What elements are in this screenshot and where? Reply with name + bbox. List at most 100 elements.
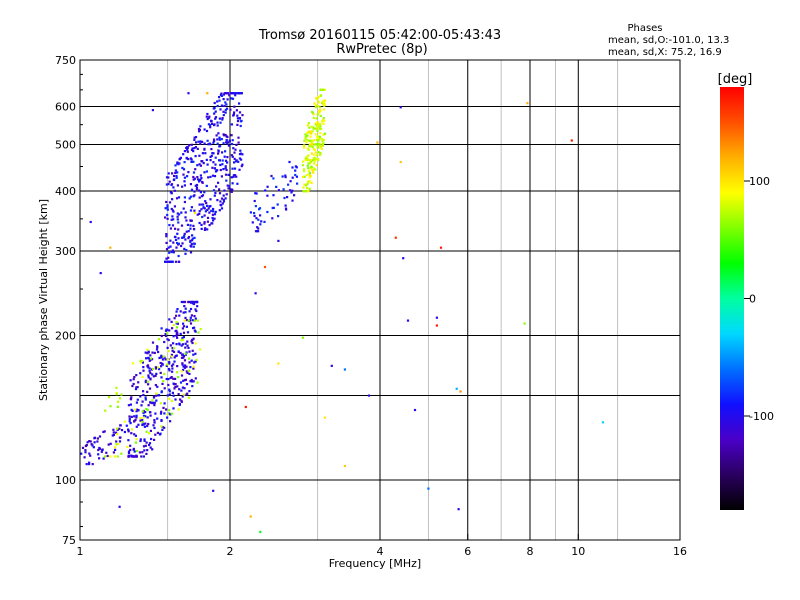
data-point [304, 137, 307, 141]
data-point [161, 363, 164, 366]
data-point [130, 396, 133, 399]
data-point [123, 420, 126, 423]
data-point [186, 150, 189, 153]
data-point [123, 430, 126, 434]
data-point [192, 300, 195, 304]
data-point [125, 424, 128, 427]
data-point [184, 352, 187, 355]
data-point [163, 387, 166, 390]
data-point [174, 238, 178, 241]
data-point [181, 242, 184, 245]
data-point [255, 192, 258, 195]
data-point [201, 140, 204, 143]
data-point [168, 397, 171, 400]
data-point [313, 160, 316, 163]
data-point [146, 352, 149, 355]
data-point [194, 146, 197, 149]
data-point [176, 336, 179, 339]
data-point [306, 131, 309, 135]
data-point [166, 394, 169, 397]
data-point [187, 396, 191, 399]
data-point [199, 125, 202, 128]
data-point [308, 162, 312, 165]
data-point [129, 422, 132, 425]
data-point [196, 147, 199, 150]
data-point [226, 161, 229, 164]
data-point [129, 448, 132, 452]
data-point [217, 181, 220, 184]
data-point [257, 218, 260, 221]
data-point [254, 205, 257, 208]
data-point [312, 113, 315, 116]
data-point [210, 148, 213, 151]
data-point [189, 300, 192, 304]
data-point [307, 166, 310, 170]
data-point [172, 186, 175, 189]
data-point [139, 372, 142, 375]
data-point [320, 127, 323, 130]
data-point [186, 340, 189, 343]
data-point [181, 362, 184, 365]
data-point [183, 319, 186, 322]
data-point [177, 393, 180, 396]
data-point [198, 221, 201, 225]
data-point [314, 151, 317, 154]
data-point [149, 357, 153, 360]
data-point [203, 207, 206, 210]
data-point [176, 241, 179, 245]
data-point [100, 450, 103, 453]
data-point [168, 318, 171, 321]
data-point [156, 417, 159, 420]
data-point [132, 448, 135, 451]
data-point [220, 92, 223, 95]
data-point [176, 232, 179, 235]
data-point [141, 400, 144, 403]
data-point [195, 309, 198, 313]
data-point [307, 130, 310, 133]
data-point [185, 249, 188, 252]
data-point [140, 359, 144, 363]
data-point [319, 132, 322, 135]
data-point [161, 382, 164, 385]
data-point [192, 195, 195, 198]
data-point [180, 389, 183, 392]
data-point [301, 164, 305, 167]
data-point [168, 251, 171, 254]
data-point [170, 399, 173, 402]
data-point [218, 209, 221, 212]
data-point [184, 316, 187, 319]
data-point [172, 363, 175, 366]
data-point [165, 364, 168, 367]
data-point [176, 308, 179, 311]
data-point [212, 489, 215, 492]
data-point [323, 132, 326, 135]
data-point [320, 88, 324, 91]
data-point [135, 449, 139, 453]
data-point [272, 206, 275, 209]
data-point [199, 174, 202, 177]
data-point [318, 127, 321, 130]
data-point [244, 405, 247, 409]
data-point [215, 185, 218, 188]
data-point [212, 161, 215, 164]
data-point [188, 390, 191, 393]
data-point [312, 167, 315, 170]
data-point [176, 184, 179, 187]
data-point [128, 417, 131, 420]
x-tick-label: 1 [77, 545, 84, 558]
data-point [190, 206, 193, 209]
data-point [165, 248, 169, 251]
data-point [144, 444, 147, 447]
data-point [191, 338, 194, 342]
data-point [236, 123, 239, 126]
data-point [206, 163, 209, 166]
data-point [239, 149, 242, 152]
data-point [231, 92, 234, 95]
data-point [234, 160, 238, 163]
data-point [311, 143, 314, 146]
data-point [182, 355, 185, 358]
data-point [189, 183, 192, 186]
data-point [180, 400, 183, 403]
data-point [202, 206, 205, 209]
data-point [149, 354, 152, 357]
